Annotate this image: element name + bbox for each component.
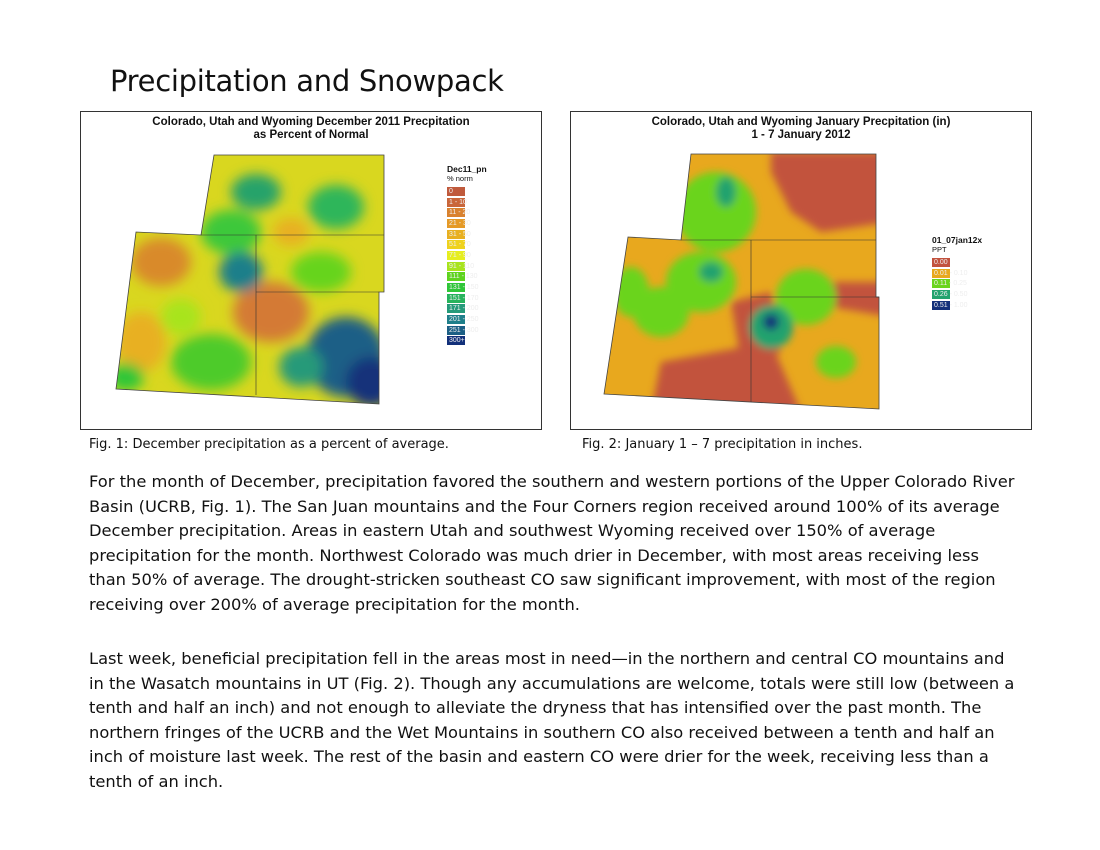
figure-2-title-line1: Colorado, Utah and Wyoming January Precp… [651, 116, 951, 128]
figure-2-legend-row: 0.26 - 0.50 [932, 289, 982, 300]
figure-1-legend-swatch [447, 197, 465, 207]
figure-2-legend-label: 0.01 - 0.10 [934, 269, 968, 277]
figure-1-legend-label: 151 - 170 [449, 294, 479, 302]
figure-1-legend-label: 111 - 130 [449, 273, 478, 281]
figure-1-legend-row: 91 - 110 [447, 261, 487, 272]
figure-2-panel: Colorado, Utah and Wyoming January Precp… [570, 111, 1032, 430]
figure-2-legend-label: 0.11 - 0.25 [934, 280, 967, 288]
figure-1-legend-label: 171 - 200 [449, 305, 479, 313]
figure-1-legend-row: 251 - 300 [447, 325, 487, 336]
figure-1-legend-row: 31 - 50 [447, 229, 487, 240]
figure-2-legend: 01_07jan12x PPT 0.00 0.01 - 0.10 0.11 - 0.… [932, 235, 982, 310]
figure-1-legend-subtitle: % norm [447, 174, 473, 183]
figure-1-legend-label: 21 - 30 [449, 219, 471, 227]
figure-1-legend-swatch [447, 283, 465, 293]
paragraph-december: For the month of December, precipitation… [89, 472, 1015, 614]
figure-2-legend-subtitle: PPT [932, 245, 947, 254]
figure-1-map [115, 154, 385, 405]
figure-1-legend-title: Dec11_pn [447, 164, 487, 174]
figure-1-legend-label: 91 - 110 [449, 262, 475, 270]
figure-1-legend-swatch [447, 208, 465, 218]
figure-1-legend-row: 131 - 150 [447, 282, 487, 293]
figure-2-legend-row: 0.01 - 0.10 [932, 268, 982, 279]
figure-1-legend-swatch [447, 336, 465, 346]
figure-2-legend-title: 01_07jan12x [932, 235, 983, 245]
figure-1-legend-row: 151 - 170 [447, 293, 487, 304]
figure-2-legend-label: 0.26 - 0.50 [934, 290, 968, 298]
figure-1-legend-label: 131 - 150 [449, 284, 479, 292]
figure-1-title: Colorado, Utah and Wyoming December 2011… [81, 116, 541, 142]
figure-2-legend-swatch [932, 279, 950, 289]
figure-1-legend-label: 51 - 70 [449, 241, 471, 249]
figure-1-legend: Dec11_pn % norm 0 1 - 10 11 - 20 21 - 30 31 … [447, 164, 487, 346]
figure-1-legend-swatch [447, 229, 465, 239]
figure-1-legend-row: 300+ [447, 336, 487, 347]
figure-2-legend-swatch [932, 268, 950, 278]
page-title: Precipitation and Snowpack [110, 64, 504, 98]
figure-1-legend-row: 111 - 130 [447, 272, 487, 283]
figure-1-legend-swatch [447, 250, 465, 260]
figure-2-legend-row: 0.11 - 0.25 [932, 278, 982, 289]
figure-1-legend-swatch [447, 186, 465, 196]
figure-2-legend-row: 0.00 [932, 257, 982, 268]
figure-1-legend-label: 11 - 20 [449, 209, 471, 217]
figure-1-legend-row: 0 [447, 186, 487, 197]
figure-1-legend-row: 71 - 90 [447, 250, 487, 261]
figure-1-legend-row: 11 - 20 [447, 207, 487, 218]
figure-1-legend-swatch [447, 315, 465, 325]
figure-1-legend-row: 51 - 70 [447, 239, 487, 250]
figure-1-legend-swatch [447, 261, 465, 271]
figure-2-legend-row: 0.51 - 1.00 [932, 300, 982, 311]
figure-1-legend-swatch [447, 304, 465, 314]
figure-2-title: Colorado, Utah and Wyoming January Precp… [571, 116, 1031, 142]
figure-1-legend-label: 31 - 50 [449, 230, 471, 238]
figure-2-map [603, 153, 880, 410]
figure-1-legend-label: 251 - 300 [449, 326, 479, 334]
figure-2-legend-label: 0.51 - 1.00 [934, 301, 968, 309]
figure-2-legend-swatch [932, 257, 950, 267]
figure-1-legend-row: 1 - 10 [447, 197, 487, 208]
figure-2-legend-swatch [932, 289, 950, 299]
figure-1-legend-label: 71 - 90 [449, 251, 471, 259]
figure-1-legend-label: 300+ [449, 337, 465, 345]
figure-1-legend-swatch [447, 325, 465, 335]
figure-2-legend-swatch [932, 300, 950, 310]
figure-1-legend-label: 201 - 250 [449, 316, 479, 324]
figure-1-legend-row: 171 - 200 [447, 304, 487, 315]
figure-1-panel: Colorado, Utah and Wyoming December 2011… [80, 111, 542, 430]
figure-1-legend-row: 21 - 30 [447, 218, 487, 229]
figure-1-title-line2: as Percent of Normal [253, 129, 369, 141]
figure-1-legend-label: 0 [449, 187, 453, 195]
figure-1-legend-swatch [447, 293, 465, 303]
figure-1-legend-swatch [447, 240, 465, 250]
figure-1-legend-swatch [447, 218, 465, 228]
figure-2-title-line2: 1 - 7 January 2012 [751, 129, 851, 141]
paragraph-last-week: Last week, beneficial precipitation fell… [89, 649, 1015, 791]
figure-1-legend-row: 201 - 250 [447, 314, 487, 325]
figure-1-legend-label: 1 - 10 [449, 198, 467, 206]
figure-1-title-line1: Colorado, Utah and Wyoming December 2011… [152, 116, 470, 128]
figure-2-caption: Fig. 2: January 1 – 7 precipitation in i… [582, 437, 863, 452]
figure-1-caption: Fig. 1: December precipitation as a perc… [89, 437, 449, 452]
figure-1-legend-swatch [447, 272, 465, 282]
figure-2-legend-label: 0.00 [934, 258, 948, 266]
